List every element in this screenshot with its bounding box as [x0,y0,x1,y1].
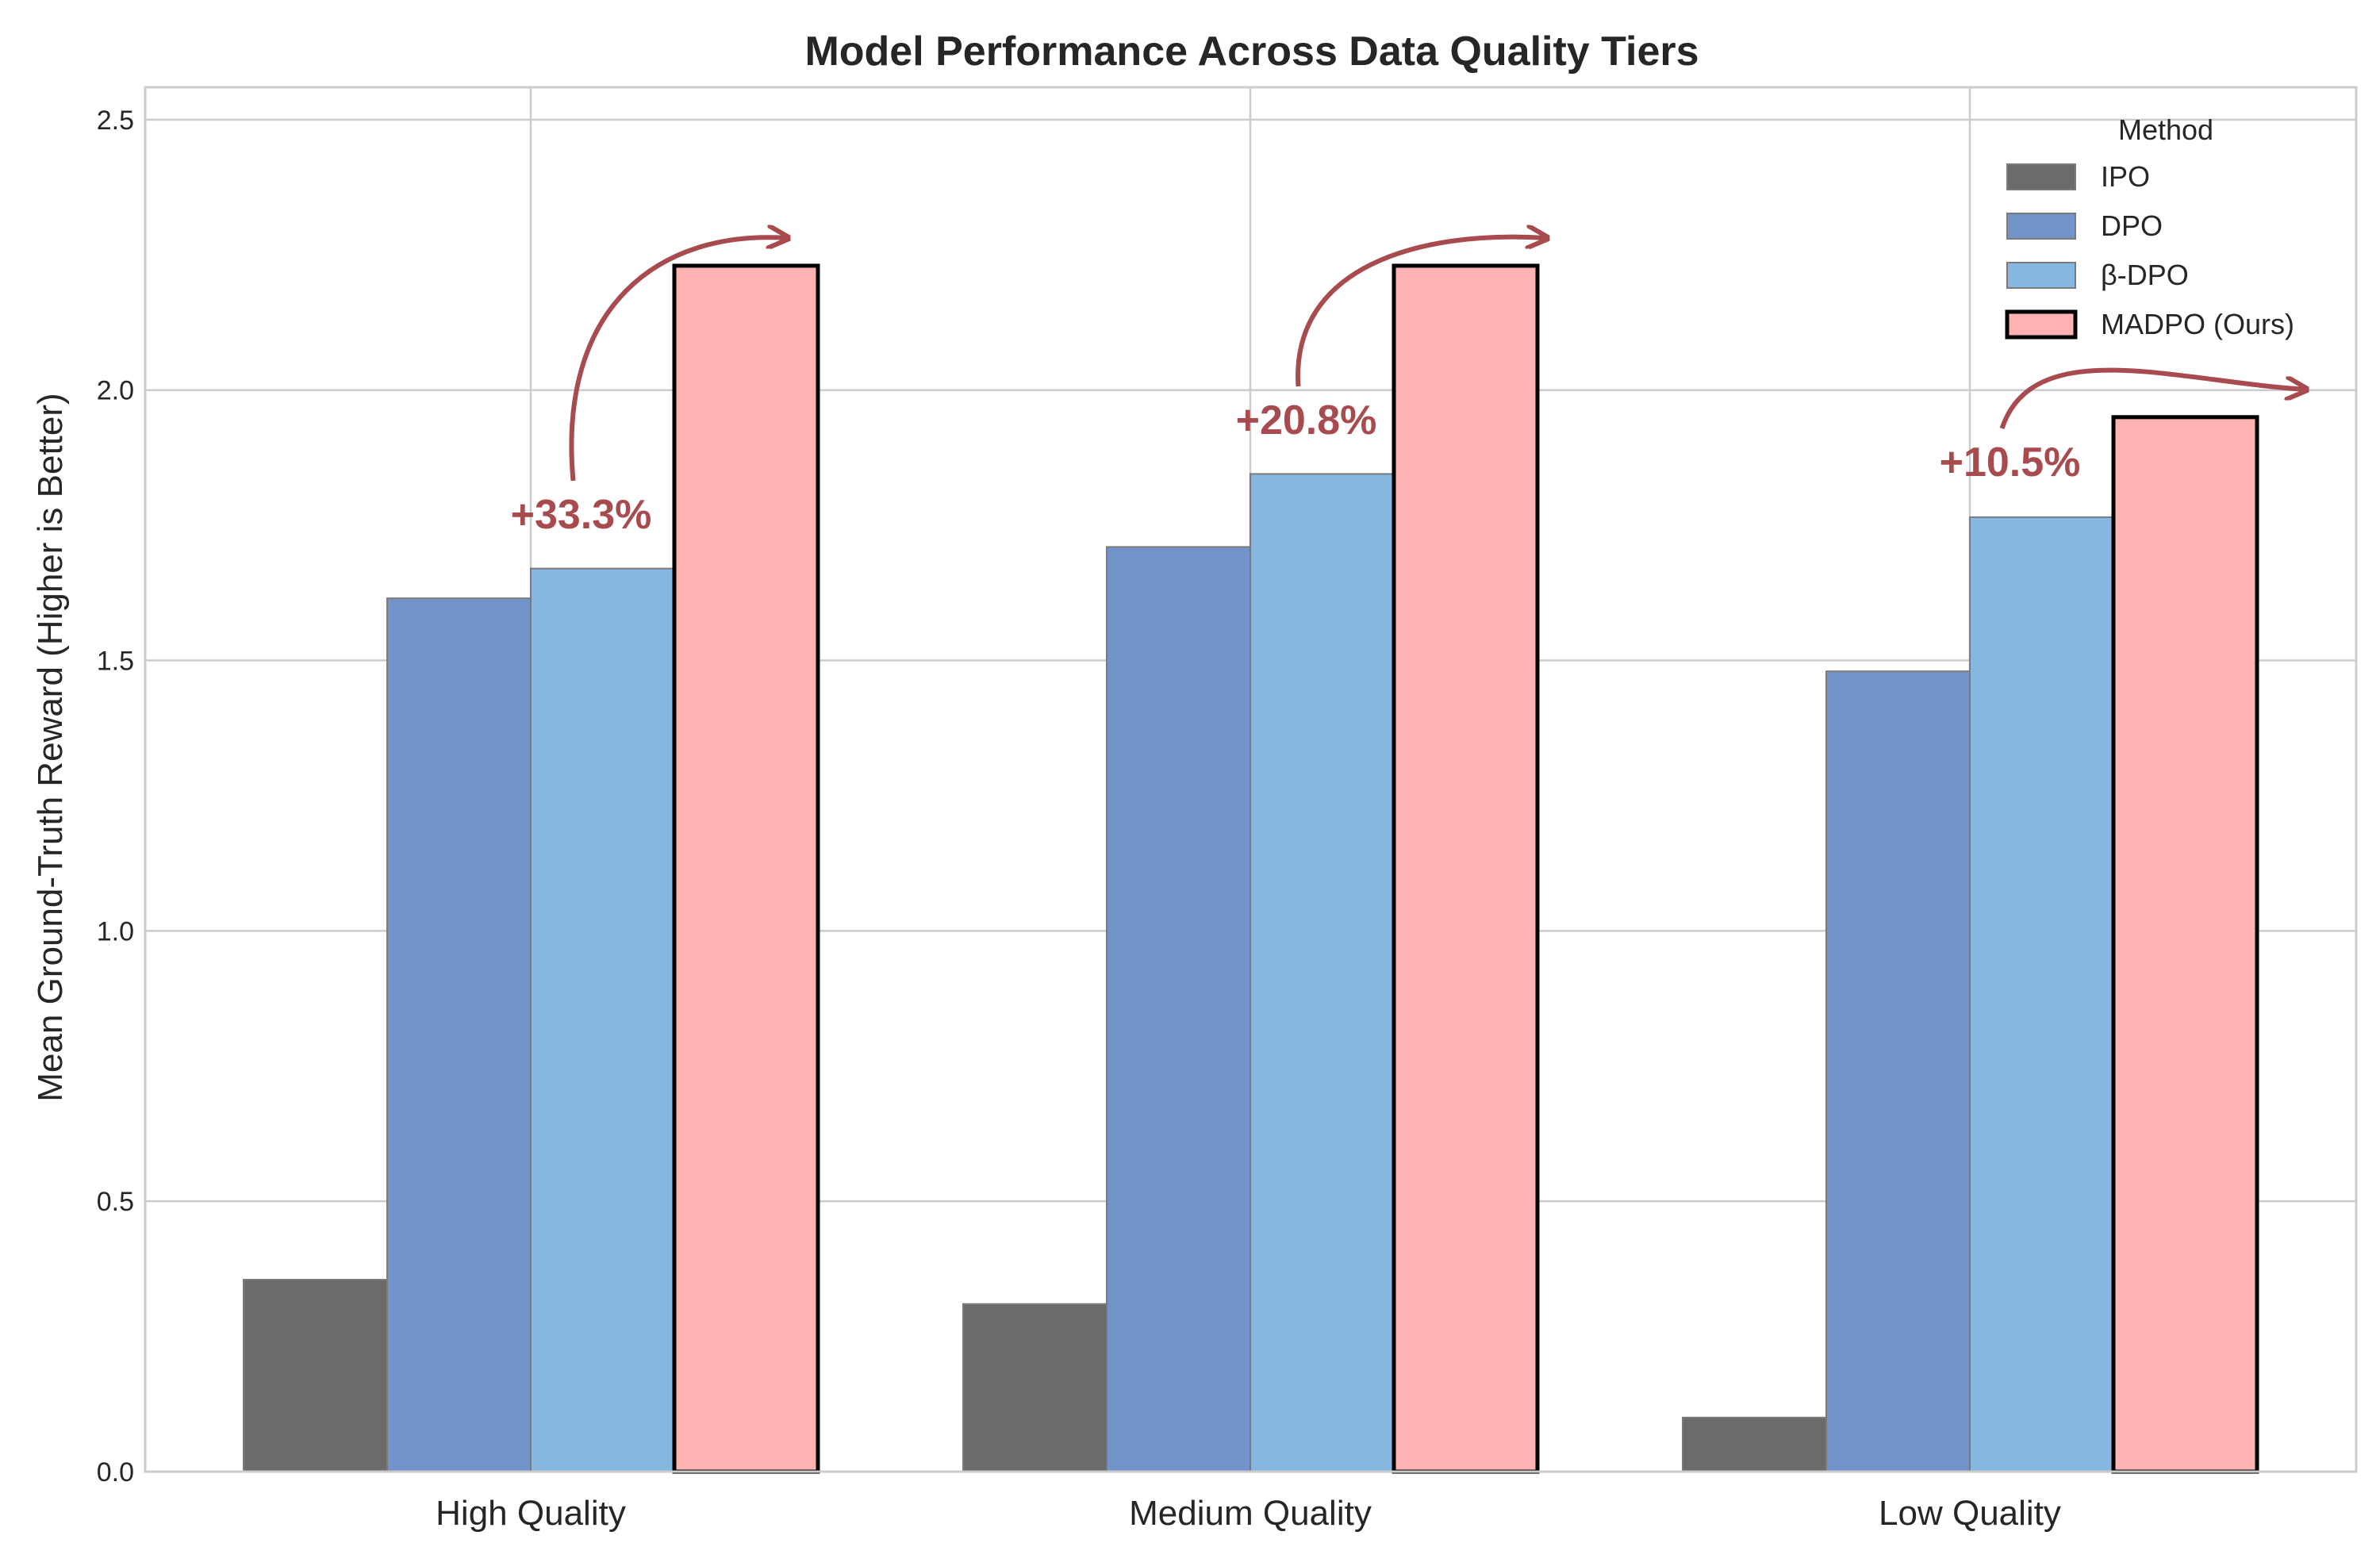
annotations: +33.3% +20.8% +10.5% [511,237,2305,538]
legend-label: MADPO (Ours) [2101,308,2294,340]
improvement-label: +33.3% [511,492,652,538]
legend-swatch [2006,163,2076,190]
legend-label: DPO [2101,209,2163,242]
bar-dpo [1106,546,1251,1472]
y-tick-label: 0.5 [97,1187,134,1217]
bar-ipo [962,1303,1107,1472]
improvement-label: +20.8% [1236,397,1377,443]
bar-madpo-ours [672,263,820,1474]
x-axis-ticks: High Quality Medium Quality Low Quality [436,1494,2061,1533]
bar-dpo [386,597,532,1472]
legend-label: β-DPO [2101,259,2189,291]
y-tick-label: 1.0 [97,916,134,946]
legend-swatch [2006,262,2076,289]
bar-dpo [1969,516,2114,1472]
legend: Method IPO DPO β-DPO MADPO (Ours) [2005,113,2294,340]
x-tick-label: Medium Quality [1129,1494,1372,1533]
bar-madpo-ours [1392,263,1540,1474]
bar-madpo-ours [2111,415,2259,1474]
plot-frame [144,86,2358,1473]
bar-ipo [1682,1416,1827,1472]
bar-dpo [1825,670,1971,1472]
improvement-arrow [569,237,785,482]
legend-swatch [2005,309,2078,340]
y-axis-label: Mean Ground-Truth Reward (Higher is Bett… [31,393,70,1101]
legend-swatch [2006,213,2076,240]
x-tick-label: Low Quality [1879,1494,2061,1533]
legend-title: Method [2118,113,2213,146]
y-axis-ticks: 0.0 0.5 1.0 1.5 2.0 2.5 [97,106,134,1488]
improvement-label: +10.5% [1940,440,2081,486]
y-tick-label: 1.5 [97,647,134,677]
improvement-arrow [1296,237,1545,387]
x-tick-label: High Quality [436,1494,626,1533]
improvement-arrow [1999,367,2305,429]
bar-dpo [530,567,675,1472]
legend-label: IPO [2101,160,2150,193]
bars [243,263,2259,1474]
bar-ipo [243,1279,388,1472]
y-tick-label: 2.0 [97,376,134,406]
y-tick-label: 0.0 [97,1457,134,1488]
chart-title: Model Performance Across Data Quality Ti… [804,29,1699,75]
y-tick-label: 2.5 [97,106,134,136]
bar-dpo [1250,473,1395,1472]
